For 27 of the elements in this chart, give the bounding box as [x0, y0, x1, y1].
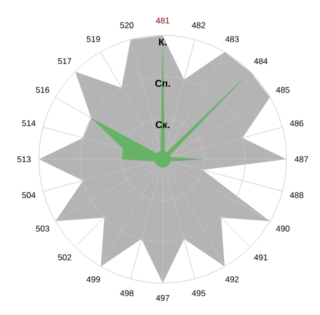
spoke-label: 504 [22, 192, 36, 198]
spoke-label: 485 [276, 87, 290, 94]
spoke-label: 513 [17, 156, 31, 162]
spoke-label: 484 [254, 58, 268, 64]
spoke-label: 487 [294, 156, 308, 162]
spoke-label: 502 [58, 254, 72, 260]
y-tick-label: Сп. [155, 80, 170, 88]
y-tick-label: К. [159, 38, 166, 46]
spoke-label: 492 [225, 276, 239, 283]
spoke-label: 486 [290, 120, 304, 127]
spoke-label: 499 [86, 276, 100, 283]
spoke-label: 490 [276, 226, 290, 232]
spoke-label: 519 [86, 36, 100, 42]
spoke-label: 497 [156, 295, 170, 302]
spoke-label: 517 [58, 58, 72, 64]
spoke-label: 488 [290, 192, 304, 198]
spoke-label: 482 [192, 22, 206, 28]
spoke-label: 491 [254, 254, 268, 260]
spoke-label: 516 [36, 87, 50, 94]
spoke-label: 498 [120, 290, 134, 296]
spoke-label: 520 [120, 22, 134, 28]
spoke-label: 495 [192, 290, 206, 296]
spoke-label: 481 [156, 18, 170, 24]
spoke-label: 514 [22, 120, 36, 126]
spoke-label: 483 [225, 36, 239, 42]
spoke-label: 503 [36, 226, 50, 232]
y-tick-label: Ск. [156, 121, 170, 128]
